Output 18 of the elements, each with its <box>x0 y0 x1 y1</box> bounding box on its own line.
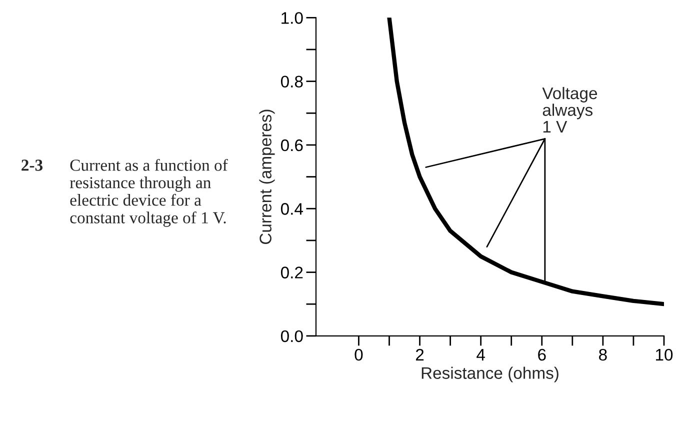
y-tick-label: 0.8 <box>280 76 303 88</box>
text: 2-3 <box>22 160 43 171</box>
x-axis-title: Resistance (ohms) <box>422 366 558 382</box>
y-tick-label: 0.2 <box>280 266 303 278</box>
x-tick-label: 0 <box>354 348 363 361</box>
x-tick-label: 6 <box>538 348 546 361</box>
x-tick-label: 8 <box>599 348 607 361</box>
x-tick-label: 2 <box>416 348 424 360</box>
line-series <box>387 18 664 306</box>
text: Current as a function of resistance through an electric device for a constant voltage of 1 V. <box>70 158 228 227</box>
y-axis-title: Current (amperes) <box>259 110 275 244</box>
x-tick-label: 10 <box>656 348 673 361</box>
y-tick-label: 0.0 <box>280 330 303 342</box>
y-tick-label: 0.6 <box>280 139 303 152</box>
y-tick-label: 0.4 <box>280 203 303 215</box>
y-tick-label: 1.0 <box>282 12 303 24</box>
annotation: Voltage always 1 V <box>542 86 598 133</box>
x-tick-label: 4 <box>476 349 485 360</box>
